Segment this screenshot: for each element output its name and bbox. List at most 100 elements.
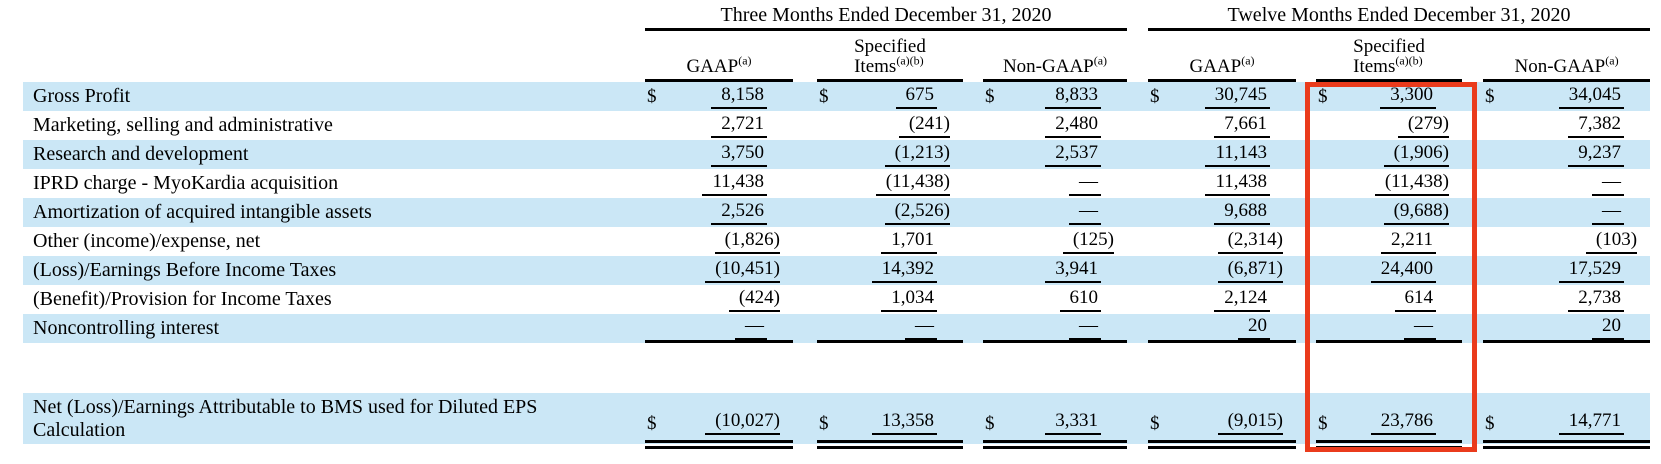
column-header-label: Items (854, 56, 897, 77)
value-cell: $3,941 (963, 256, 1128, 285)
value-cell: $7,661 (1127, 111, 1296, 140)
table-row: Gross Profit $8,158 $675 $8,833 $30,745 $3,30… (23, 82, 1651, 111)
value-cell: $17,529 (1462, 256, 1651, 285)
value-cell: $2,721 (610, 111, 793, 140)
value: 24,400 (1370, 258, 1437, 283)
value: 2,537 (1045, 142, 1102, 167)
value: 2,124 (1214, 287, 1271, 312)
value: 2,738 (1568, 287, 1625, 312)
currency-symbol: $ (1318, 85, 1328, 107)
value: (11,438) (1374, 171, 1450, 196)
value: — (1592, 171, 1625, 196)
value-cell: $— (1296, 314, 1463, 343)
value: — (1069, 171, 1102, 196)
footnote-marker: (a)(b) (896, 53, 924, 68)
value-cell: $11,438 (610, 169, 793, 198)
column-header-cell: Specified Items(a)(b) (793, 31, 963, 82)
value: 2,480 (1045, 113, 1102, 138)
value-cell: $11,438 (1127, 169, 1296, 198)
column-header-cell: Non-GAAP(a) (963, 31, 1128, 82)
value: 14,771 (1558, 410, 1625, 435)
value: (424) (728, 287, 780, 312)
corner-blank (23, 31, 610, 82)
currency-symbol: $ (1150, 413, 1160, 434)
currency-symbol: $ (1485, 413, 1495, 434)
spacer-cell (23, 343, 1650, 393)
value-cell: $— (963, 169, 1127, 198)
value: 7,382 (1568, 113, 1625, 138)
column-header-cell: GAAP(a) (610, 31, 793, 82)
column-header-label: Non-GAAP (1002, 56, 1094, 77)
column-header-cell: GAAP(a) (1127, 31, 1297, 82)
value: (9,688) (1383, 200, 1450, 225)
value: 2,526 (711, 200, 767, 225)
value: 3,941 (1045, 258, 1102, 283)
value: — (1404, 315, 1437, 340)
corner-blank (23, 0, 610, 31)
value: (9,015) (1217, 410, 1284, 435)
value: 9,688 (1214, 200, 1271, 225)
value: (6,871) (1217, 258, 1284, 283)
reconciliation-table: Three Months Ended December 31, 2020 Twel… (23, 0, 1651, 449)
value: (279) (1397, 113, 1450, 138)
table-row: Marketing, selling and administrative $2,… (23, 111, 1650, 140)
value-cell: $7,382 (1462, 111, 1650, 140)
currency-symbol: $ (647, 413, 657, 434)
table-row: IPRD charge - MyoKardia acquisition $11,4… (23, 169, 1650, 198)
value: 675 (895, 84, 937, 109)
period-group-title: Twelve Months Ended December 31, 2020 (1148, 0, 1651, 31)
value: 1,034 (881, 287, 937, 312)
value: 11,438 (1205, 171, 1271, 196)
table-row: Research and development$3,750$(1,213)$2… (23, 140, 1651, 169)
value-cell: $8,833 (963, 82, 1128, 111)
period-group-header: Twelve Months Ended December 31, 2020 (1127, 0, 1651, 31)
period-group-title: Three Months Ended December 31, 2020 (645, 0, 1128, 31)
value-cell: $(1,826) (610, 227, 793, 256)
value-cell: $23,786 (1296, 393, 1463, 449)
value: — (1069, 200, 1102, 225)
value: 3,750 (711, 142, 767, 167)
value-cell: $— (793, 314, 963, 343)
column-header: Non-GAAP(a) (1514, 55, 1618, 79)
value: 20 (1592, 315, 1625, 340)
value-cell: $(11,438) (793, 169, 963, 198)
column-header: GAAP(a) (1189, 55, 1254, 79)
value: 614 (1394, 287, 1437, 312)
value-cell: $14,392 (793, 256, 963, 285)
value-cell: $(241) (793, 111, 963, 140)
value: 14,392 (871, 258, 937, 283)
row-label: Gross Profit (23, 82, 610, 111)
value: 13,358 (871, 410, 937, 435)
value-cell: $— (1462, 169, 1650, 198)
row-label: Marketing, selling and administrative (33, 114, 333, 136)
value-cell: $30,745 (1127, 82, 1297, 111)
value-cell: $3,331 (963, 393, 1128, 449)
period-header-row: Three Months Ended December 31, 2020 Twel… (23, 0, 1651, 31)
column-header-cell: Non-GAAP(a) (1462, 31, 1651, 82)
value-cell: $(2,314) (1127, 227, 1296, 256)
value-cell: $20 (1462, 314, 1651, 343)
value: — (1069, 315, 1102, 340)
value: 9,237 (1568, 142, 1625, 167)
footnote-marker: (a) (738, 53, 752, 68)
row-label: Net (Loss)/Earnings Attributable to BMS … (23, 393, 610, 444)
value: 1,701 (881, 229, 937, 254)
value-cell: $2,480 (963, 111, 1127, 140)
row-label: Noncontrolling interest (23, 314, 610, 343)
column-header-label: Items (1353, 56, 1396, 77)
value: 11,438 (702, 171, 767, 196)
value-cell: $(1,906) (1296, 140, 1463, 169)
value: 8,158 (711, 84, 767, 109)
table-row: Other (income)/expense, net $(1,826)$1,70… (23, 227, 1650, 256)
value-cell: $— (1462, 198, 1651, 227)
value: — (1592, 200, 1625, 225)
value-cell: $8,158 (610, 82, 793, 111)
currency-symbol: $ (985, 85, 995, 107)
column-header: Non-GAAP(a) (1002, 55, 1107, 79)
value-cell: $— (963, 198, 1128, 227)
column-header-row: GAAP(a) Specified Items(a)(b) Non-GAAP(a) GA… (23, 31, 1651, 82)
value-cell: $ (9,015) (1127, 393, 1297, 449)
value-cell: $(424) (610, 285, 793, 314)
value: 3,300 (1380, 84, 1437, 109)
